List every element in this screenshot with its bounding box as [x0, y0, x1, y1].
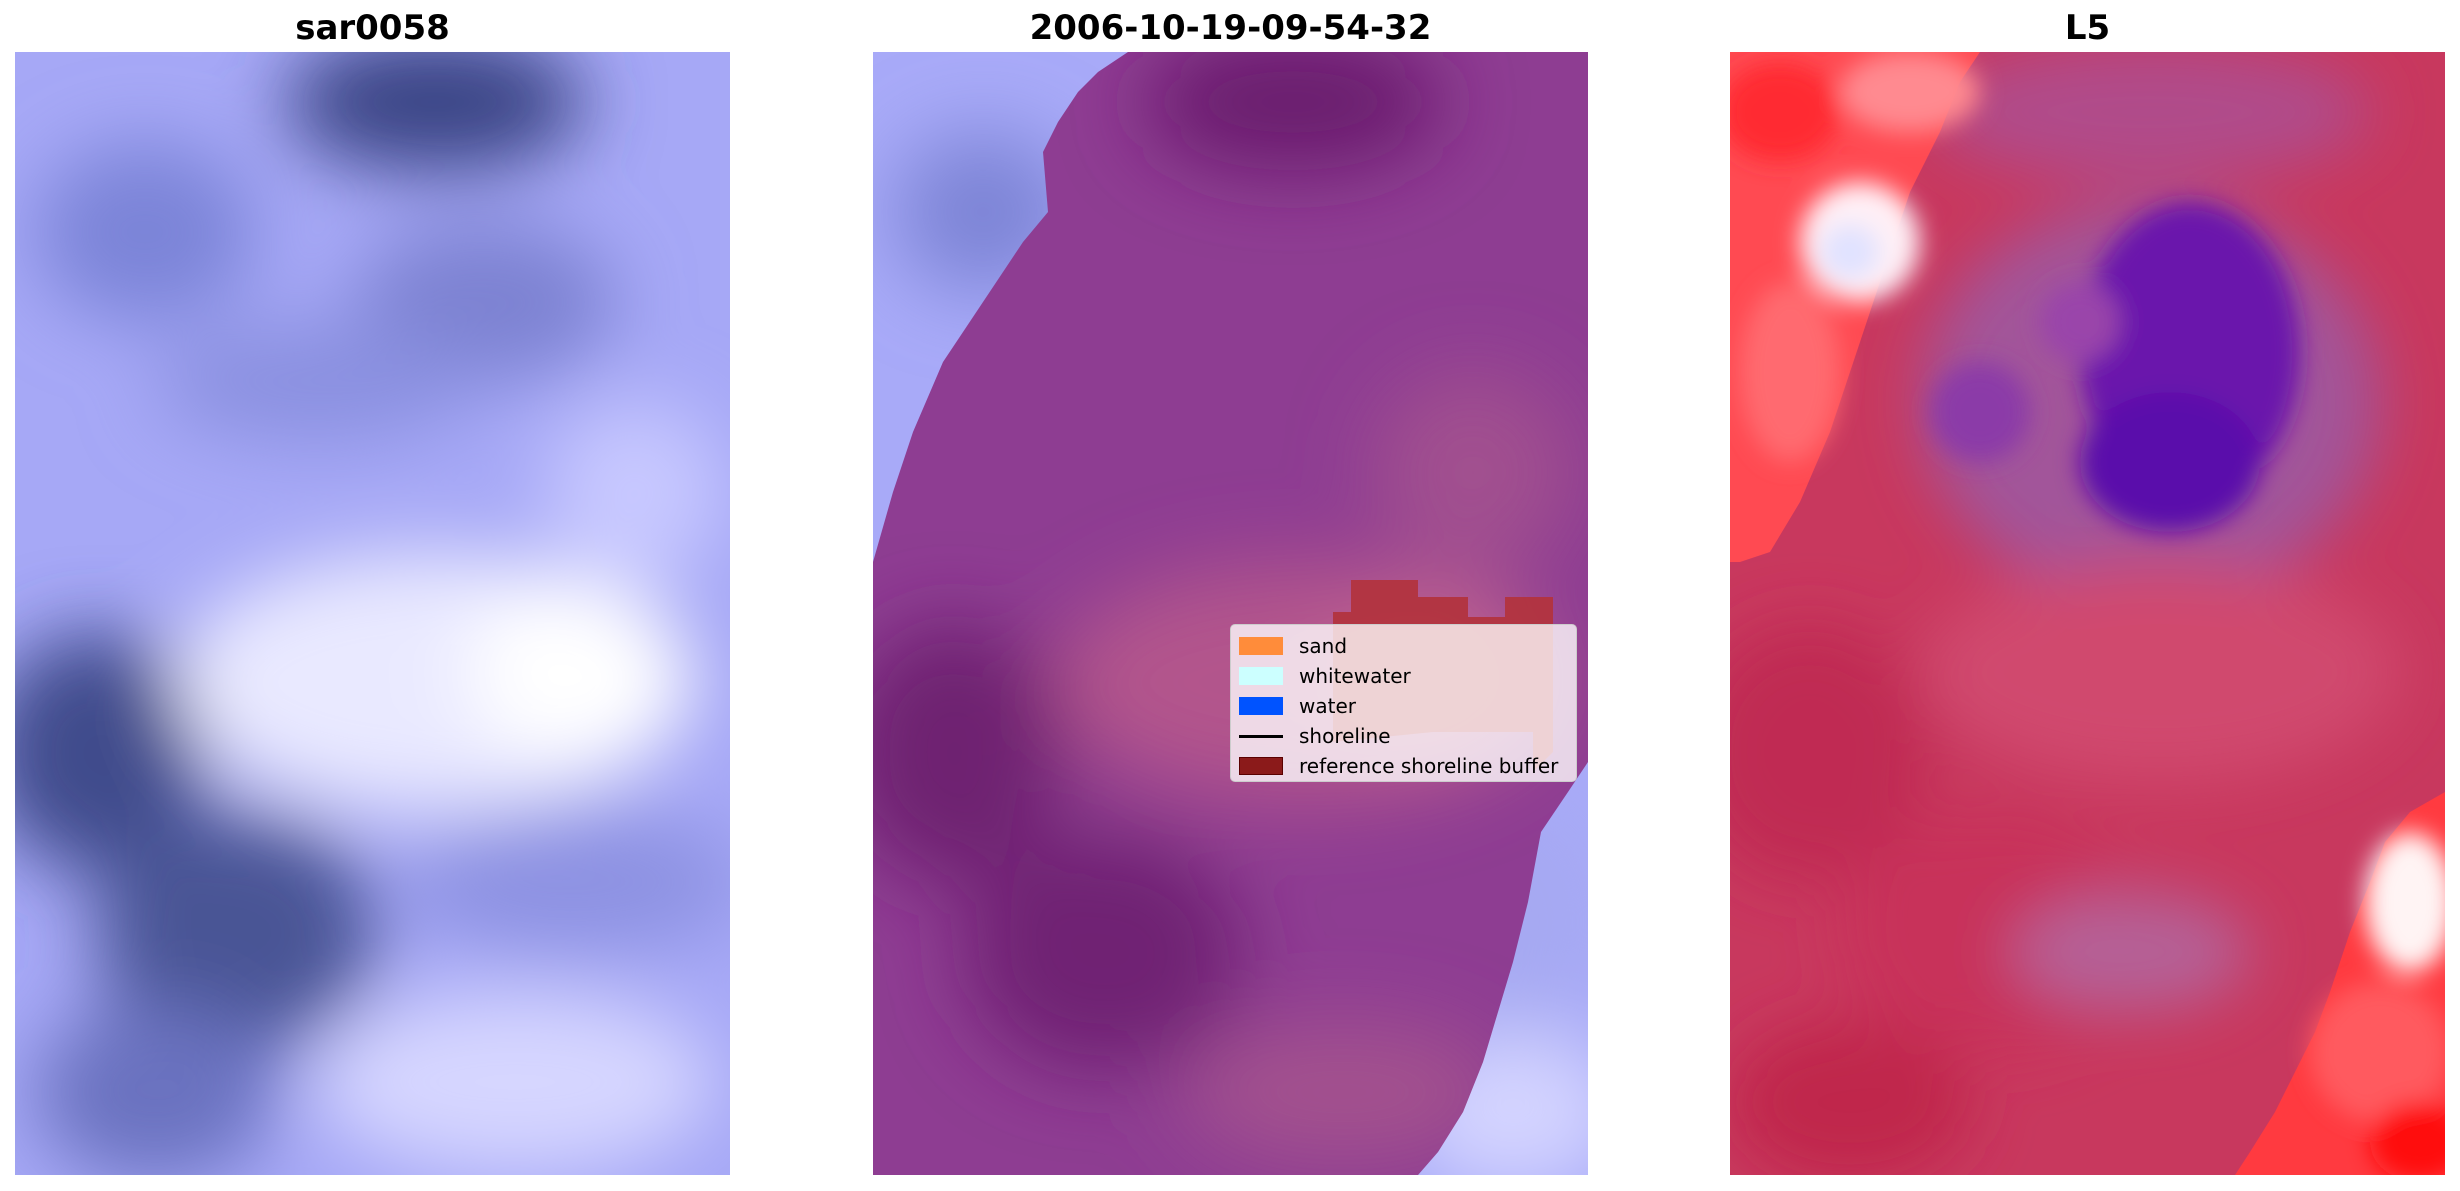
sar-image-panel — [15, 52, 730, 1175]
panel-title-l5: L5 — [2064, 8, 2111, 48]
legend-label: water — [1299, 694, 1356, 718]
legend: sand whitewater water shoreline referenc… — [1230, 624, 1577, 782]
legend-item-whitewater: whitewater — [1239, 661, 1576, 691]
legend-label: whitewater — [1299, 664, 1411, 688]
sar-image — [15, 52, 730, 1175]
water-swatch — [1239, 697, 1283, 715]
panel-title-date: 2006-10-19-09-54-32 — [1029, 8, 1432, 48]
classification-image — [873, 52, 1588, 1175]
shoreline-line-swatch — [1239, 734, 1283, 738]
legend-item-shoreline: shoreline — [1239, 721, 1576, 751]
legend-label: shoreline — [1299, 724, 1391, 748]
index-image — [1730, 52, 2445, 1175]
legend-item-water: water — [1239, 691, 1576, 721]
legend-item-sand: sand — [1239, 631, 1576, 661]
index-image-panel — [1730, 52, 2445, 1175]
legend-label: sand — [1299, 634, 1348, 658]
legend-item-reference-buffer: reference shoreline buffer — [1239, 751, 1576, 781]
legend-label: reference shoreline buffer — [1299, 754, 1559, 778]
sand-swatch — [1239, 637, 1283, 655]
whitewater-swatch — [1239, 667, 1283, 685]
panel-title-sar: sar0058 — [295, 8, 450, 48]
classification-panel — [873, 52, 1588, 1175]
buffer-swatch — [1239, 757, 1283, 775]
